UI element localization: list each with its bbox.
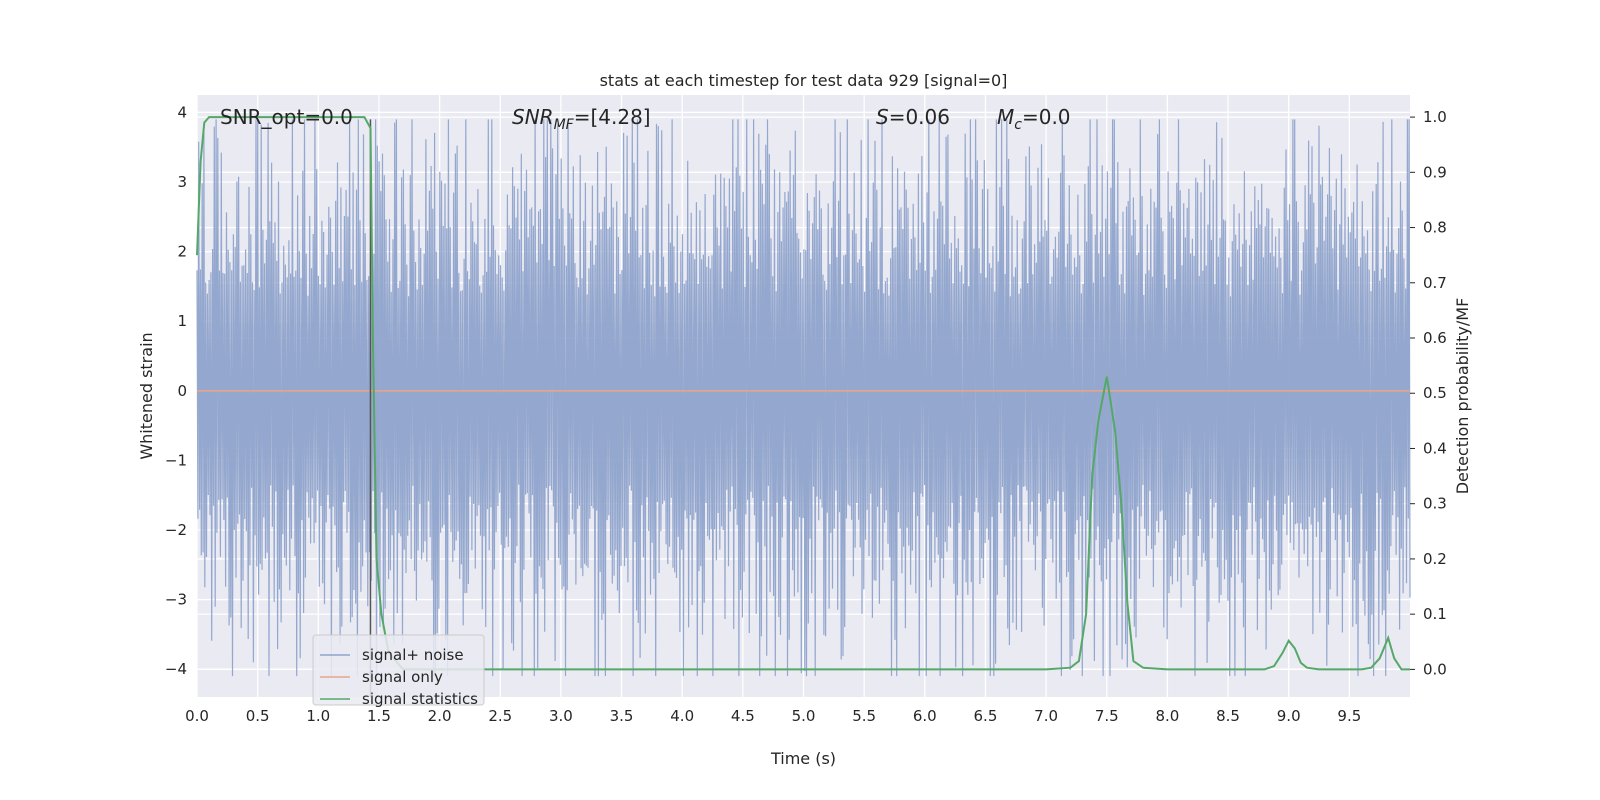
y-tick-label-left: 0	[177, 382, 187, 400]
legend-box	[312, 634, 485, 706]
y-axis-label-left: Whitened strain	[137, 332, 156, 459]
y-tick-label-left: 3	[177, 173, 187, 191]
x-tick-label: 8.0	[1155, 707, 1179, 725]
y-tick-label-left: −4	[165, 660, 187, 678]
x-tick-label: 0.5	[246, 707, 270, 725]
y-tick-label-left: −2	[165, 521, 187, 539]
x-tick-label: 0.0	[185, 707, 209, 725]
y-tick-label-right: 0.8	[1423, 219, 1447, 237]
x-tick-label: 8.5	[1216, 707, 1240, 725]
y-tick-label-right: 0.0	[1423, 660, 1447, 678]
y-tick-label-right: 1.0	[1423, 108, 1447, 126]
x-axis-label: Time (s)	[770, 749, 836, 768]
x-tick-label: 1.5	[367, 707, 391, 725]
y-tick-label-left: 4	[177, 103, 187, 121]
x-tick-label: 5.0	[792, 707, 816, 725]
legend-label-signal-only: signal only	[362, 668, 443, 686]
s-symbol: S	[876, 105, 889, 129]
y-tick-label-left: −3	[165, 591, 187, 609]
y-tick-label-right: 0.9	[1423, 163, 1447, 181]
y-tick-label-right: 0.4	[1423, 439, 1447, 457]
annotation-s: S=0.06	[876, 105, 950, 129]
mc-subscript: c	[1014, 117, 1022, 133]
x-tick-label: 2.5	[488, 707, 512, 725]
snr-mf-value: =[4.28]	[574, 105, 651, 129]
annotation-snr-mf: SNRMF=[4.28]	[512, 105, 651, 133]
x-tick-label: 6.0	[913, 707, 937, 725]
annotation-snr-opt: SNR_opt=0.0	[220, 105, 353, 129]
mc-symbol: M	[997, 105, 1014, 129]
legend: signal+ noise signal only signal statist…	[312, 634, 485, 708]
signal-statistics-series	[196, 116, 1410, 671]
tick-labels: 0.0 0.5 1.0 1.5 2.0 2.5 3.0 3.5 4.0 4.5 5.0 5.5 6.0 6…	[165, 103, 1447, 725]
x-tick-label: 3.5	[610, 707, 634, 725]
y-tick-label-left: 1	[177, 312, 187, 330]
chart-title: stats at each timestep for test data 929…	[600, 71, 1008, 90]
legend-label-signal-plus-noise: signal+ noise	[362, 646, 464, 664]
y-tick-label-right: 0.6	[1423, 329, 1447, 347]
signal-plus-noise-line	[196, 119, 1411, 677]
legend-label-signal-statistics: signal statistics	[362, 690, 478, 708]
signal-statistics-line	[196, 116, 1410, 671]
y-axis-label-right: Detection probability/MF	[1453, 298, 1472, 495]
snr-mf-symbol: SNR	[512, 105, 554, 129]
x-tick-label: 9.5	[1337, 707, 1361, 725]
x-tick-label: 7.0	[1034, 707, 1058, 725]
y-tick-label-right: 0.7	[1423, 274, 1447, 292]
x-tick-label: 2.0	[428, 707, 452, 725]
signal-plus-noise-series	[196, 119, 1411, 677]
y-tick-label-left: 2	[177, 243, 187, 261]
x-tick-label: 4.0	[670, 707, 694, 725]
x-tick-label: 5.5	[852, 707, 876, 725]
mc-value: =0.0	[1022, 105, 1071, 129]
y-tick-label-right: 0.5	[1423, 384, 1447, 402]
x-tick-label: 6.5	[974, 707, 998, 725]
x-tick-label: 9.0	[1277, 707, 1301, 725]
x-tick-label: 1.0	[306, 707, 330, 725]
y-tick-label-right: 0.1	[1423, 605, 1447, 623]
x-tick-label: 3.0	[549, 707, 573, 725]
x-tick-label: 7.5	[1095, 707, 1119, 725]
snr-mf-subscript: MF	[554, 117, 575, 133]
y-tick-label-left: −1	[165, 451, 187, 469]
y-tick-label-right: 0.2	[1423, 550, 1447, 568]
s-value: =0.06	[889, 105, 950, 129]
y-tick-label-right: 0.3	[1423, 495, 1447, 513]
x-tick-label: 4.5	[731, 707, 755, 725]
annotation-mc: Mc=0.0	[997, 105, 1071, 133]
